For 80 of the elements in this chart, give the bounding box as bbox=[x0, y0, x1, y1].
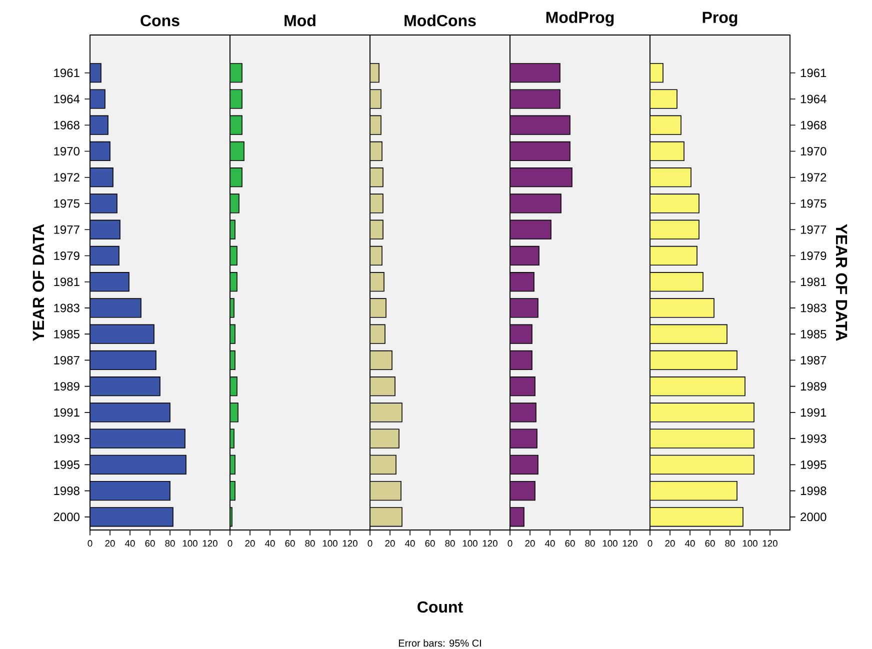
x-tick-label: 120 bbox=[482, 540, 498, 547]
x-tick-label: 120 bbox=[202, 540, 218, 547]
y-tick-label: 1989 bbox=[54, 382, 80, 391]
x-tick-label: 20 bbox=[245, 540, 255, 547]
y-tick-label: 1989 bbox=[800, 382, 826, 391]
x-tick-label: 100 bbox=[742, 540, 758, 547]
x-tick-label: 40 bbox=[405, 540, 415, 547]
x-tick-label: 40 bbox=[545, 540, 555, 547]
y-tick-label: 1977 bbox=[800, 225, 826, 234]
y-tick-label: 1983 bbox=[800, 304, 826, 312]
chart-title: Prog bbox=[702, 12, 738, 26]
x-axis-title: Count bbox=[418, 601, 463, 613]
y-tick-label: 1987 bbox=[800, 356, 826, 364]
y-tick-label: 1981 bbox=[54, 278, 80, 286]
y-tick-label: 1987 bbox=[54, 356, 80, 364]
y-tick-label: 1979 bbox=[800, 251, 826, 260]
chart-title: Cons bbox=[140, 14, 180, 26]
y-axis-title: YEAR OF DATA bbox=[836, 224, 848, 341]
x-tick-label: 0 bbox=[88, 540, 92, 547]
x-tick-label: 60 bbox=[145, 540, 155, 547]
x-tick-label: 60 bbox=[705, 540, 715, 547]
y-tick-label: 2000 bbox=[800, 512, 826, 522]
chart-title: ModProg bbox=[546, 11, 614, 26]
chart-title: Mod bbox=[284, 14, 316, 26]
chart-title: ModCons bbox=[404, 14, 476, 26]
x-tick-label: 80 bbox=[725, 540, 735, 547]
y-tick-label: 1961 bbox=[800, 68, 826, 78]
y-tick-label: 1991 bbox=[54, 408, 80, 417]
x-tick-label: 100 bbox=[602, 540, 618, 547]
y-axis-title: YEAR OF DATA bbox=[32, 224, 44, 342]
y-tick-label: 1993 bbox=[800, 434, 826, 443]
y-tick-label: 1985 bbox=[800, 330, 826, 338]
text: Error bars: 95% CI bbox=[398, 639, 481, 647]
x-tick-label: 80 bbox=[585, 540, 595, 547]
y-tick-label: 1993 bbox=[54, 434, 80, 443]
x-tick-label: 40 bbox=[265, 540, 275, 547]
x-tick-label: 20 bbox=[105, 540, 115, 547]
y-tick-label: 1998 bbox=[54, 486, 80, 496]
y-tick-label: 1995 bbox=[800, 460, 826, 469]
y-tick-label: 1979 bbox=[54, 251, 80, 260]
y-tick-label: 1977 bbox=[54, 225, 80, 234]
x-tick-label: 100 bbox=[462, 540, 478, 547]
y-tick-label: 1991 bbox=[800, 408, 826, 417]
x-tick-label: 40 bbox=[685, 540, 695, 547]
y-tick-label: 1970 bbox=[54, 146, 80, 156]
x-tick-label: 60 bbox=[565, 540, 575, 547]
x-tick-label: 80 bbox=[165, 540, 175, 547]
y-tick-label: 1975 bbox=[800, 199, 826, 208]
x-tick-label: 80 bbox=[445, 540, 455, 547]
x-tick-label: 120 bbox=[342, 540, 358, 547]
y-tick-label: 1972 bbox=[800, 173, 826, 182]
y-tick-label: 1968 bbox=[800, 120, 826, 130]
x-tick-label: 0 bbox=[228, 540, 232, 547]
y-tick-label: 1970 bbox=[800, 146, 826, 156]
y-tick-label: 1985 bbox=[54, 330, 80, 338]
y-tick-label: 1981 bbox=[800, 278, 826, 286]
y-tick-label: 1968 bbox=[54, 120, 80, 130]
y-tick-label: 1964 bbox=[54, 94, 80, 104]
x-tick-label: 120 bbox=[762, 540, 778, 547]
x-tick-label: 20 bbox=[665, 540, 675, 547]
x-tick-label: 20 bbox=[525, 540, 535, 547]
x-tick-label: 120 bbox=[622, 540, 638, 547]
y-tick-label: 1964 bbox=[800, 94, 826, 104]
y-tick-label: 1983 bbox=[54, 304, 80, 312]
x-tick-label: 60 bbox=[425, 540, 435, 547]
x-tick-label: 100 bbox=[182, 540, 198, 547]
x-tick-label: 20 bbox=[385, 540, 395, 547]
y-tick-label: 1998 bbox=[800, 486, 826, 496]
y-tick-label: 1995 bbox=[54, 460, 80, 469]
y-tick-label: 1961 bbox=[54, 68, 80, 78]
x-tick-label: 40 bbox=[125, 540, 135, 547]
x-tick-label: 60 bbox=[285, 540, 295, 547]
x-tick-label: 100 bbox=[322, 540, 338, 547]
x-tick-label: 0 bbox=[648, 540, 652, 547]
x-tick-label: 0 bbox=[508, 540, 512, 547]
x-tick-label: 80 bbox=[305, 540, 315, 547]
y-tick-label: 2000 bbox=[54, 512, 80, 522]
y-tick-label: 1972 bbox=[54, 173, 80, 182]
x-tick-label: 0 bbox=[368, 540, 372, 547]
y-tick-label: 1975 bbox=[54, 199, 80, 208]
